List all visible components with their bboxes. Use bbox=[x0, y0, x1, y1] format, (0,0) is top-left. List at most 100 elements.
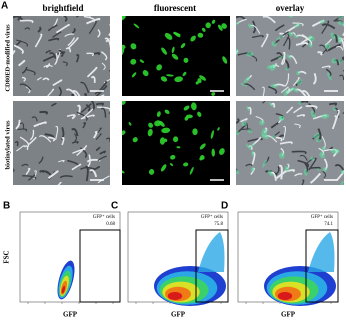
gfp-cell bbox=[308, 43, 313, 48]
gfp-cell bbox=[133, 23, 140, 29]
gfp-cell bbox=[197, 32, 204, 38]
cell bbox=[89, 169, 98, 178]
cell bbox=[245, 163, 253, 167]
cell bbox=[31, 116, 38, 122]
cell bbox=[62, 16, 68, 22]
cell bbox=[39, 110, 49, 115]
gfp-cell bbox=[189, 166, 194, 175]
cell bbox=[312, 72, 317, 85]
gfp-cell bbox=[148, 122, 154, 128]
cell bbox=[280, 51, 286, 65]
panel-label: A bbox=[1, 1, 8, 12]
gfp-cell bbox=[236, 21, 240, 26]
cell bbox=[47, 88, 55, 96]
gfp-cell bbox=[245, 144, 252, 150]
gfp-cell bbox=[248, 129, 252, 134]
cell bbox=[270, 121, 280, 129]
cell bbox=[292, 77, 300, 86]
gfp-cell bbox=[271, 41, 277, 47]
cell bbox=[65, 88, 78, 96]
cell bbox=[240, 118, 248, 123]
gfp-cell bbox=[240, 83, 247, 87]
cell bbox=[321, 20, 330, 34]
panel-label: D bbox=[221, 201, 228, 212]
cell bbox=[108, 111, 110, 115]
cell bbox=[90, 76, 96, 83]
cell bbox=[16, 144, 25, 152]
cell bbox=[97, 155, 107, 162]
cell bbox=[75, 16, 80, 18]
cell bbox=[93, 130, 98, 139]
cell bbox=[60, 127, 65, 140]
cell bbox=[85, 103, 91, 112]
cell bbox=[48, 37, 60, 42]
gfp-cell bbox=[156, 111, 161, 117]
cell bbox=[55, 125, 59, 141]
cell bbox=[80, 103, 92, 114]
cell bbox=[42, 170, 50, 174]
gfp-cell bbox=[185, 114, 193, 119]
gfp-cell bbox=[201, 27, 206, 32]
cell bbox=[42, 55, 56, 62]
cell bbox=[80, 81, 90, 94]
image-bg bbox=[122, 101, 230, 185]
cell bbox=[61, 137, 65, 146]
gate-label: GFP⁺ cells bbox=[311, 214, 333, 220]
cell bbox=[73, 133, 77, 143]
axis-label: GFP bbox=[63, 311, 78, 319]
cell bbox=[71, 90, 81, 96]
gfp-cell bbox=[313, 132, 321, 139]
cell bbox=[95, 133, 102, 141]
gfp-cell bbox=[250, 142, 255, 148]
cell bbox=[84, 165, 89, 182]
gfp-cell bbox=[317, 168, 322, 171]
gfp-cell bbox=[190, 102, 197, 111]
cell bbox=[45, 50, 52, 54]
cell bbox=[57, 181, 62, 185]
cell bbox=[18, 59, 26, 67]
gfp-cell bbox=[169, 163, 174, 166]
cell bbox=[294, 173, 303, 177]
gfp-cell bbox=[283, 89, 289, 96]
panel-label: B bbox=[3, 201, 10, 212]
gfp-cell bbox=[122, 130, 126, 136]
gfp-cell bbox=[211, 148, 215, 157]
gfp-cell bbox=[176, 146, 181, 149]
cell bbox=[13, 50, 16, 55]
gfp-cell bbox=[192, 128, 198, 136]
cell bbox=[19, 83, 32, 91]
gfp-cell bbox=[147, 128, 153, 137]
gfp-cell bbox=[279, 115, 285, 121]
cell bbox=[294, 123, 301, 129]
cell bbox=[286, 106, 294, 114]
row-label: biotinylated virus bbox=[4, 120, 11, 169]
gfp-cell bbox=[267, 169, 274, 177]
gfp-cell bbox=[130, 58, 137, 65]
cell bbox=[236, 118, 240, 124]
cell bbox=[297, 159, 310, 168]
gate bbox=[195, 229, 229, 303]
row-label: CD80ED-modified virus bbox=[4, 24, 11, 92]
gfp-cell bbox=[180, 43, 186, 49]
cell bbox=[99, 150, 106, 155]
gfp-cell bbox=[246, 51, 254, 57]
cell bbox=[67, 37, 76, 47]
cell bbox=[342, 111, 344, 115]
cell bbox=[19, 136, 30, 148]
cell bbox=[260, 33, 269, 48]
cell bbox=[275, 166, 280, 175]
gfp-cell bbox=[246, 105, 250, 112]
cell bbox=[261, 86, 265, 96]
gfp-cell bbox=[221, 23, 227, 29]
gfp-cell bbox=[211, 92, 216, 96]
cell bbox=[25, 85, 31, 94]
cell bbox=[58, 159, 65, 163]
cell bbox=[17, 128, 28, 132]
gfp-cell bbox=[195, 81, 199, 85]
cell bbox=[65, 47, 72, 53]
gfp-cell bbox=[243, 76, 250, 84]
gate bbox=[79, 229, 121, 303]
cell bbox=[19, 122, 25, 130]
cell bbox=[97, 106, 110, 112]
cell bbox=[88, 20, 97, 34]
